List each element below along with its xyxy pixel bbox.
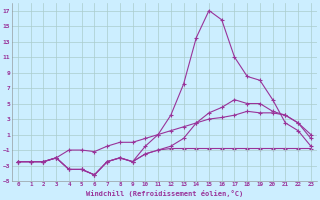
X-axis label: Windchill (Refroidissement éolien,°C): Windchill (Refroidissement éolien,°C): [86, 190, 243, 197]
